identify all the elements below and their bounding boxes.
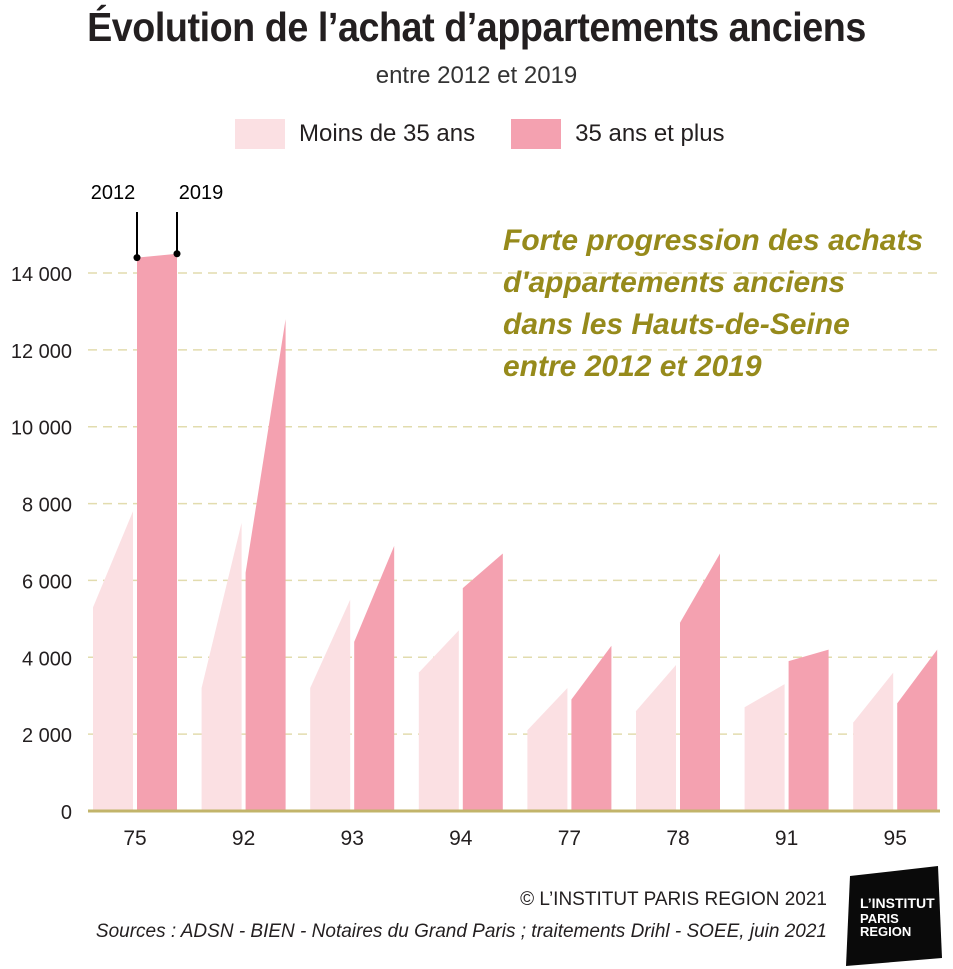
- sources-text: Sources : ADSN - BIEN - Notaires du Gran…: [95, 921, 827, 942]
- y-tick-label: 8 000: [22, 495, 72, 517]
- bar-under-35-78: [636, 664, 676, 811]
- bar-under-35-95: [853, 672, 894, 811]
- page-title: Évolution de l’achat d’appartements anci…: [87, 4, 866, 50]
- x-tick-label: 93: [341, 827, 364, 850]
- bar-35-plus-95: [897, 649, 938, 811]
- chart-legend: Moins de 35 ans 35 ans et plus: [235, 117, 761, 151]
- bar-35-plus-77: [571, 645, 612, 811]
- annotation-line: dans les Hauts-de-Seine: [503, 308, 850, 341]
- x-tick-label: 92: [232, 827, 255, 850]
- legend-item-under-35: Moins de 35 ans: [235, 119, 475, 149]
- bar-under-35-75: [93, 511, 133, 811]
- legend-swatch-under-35: [235, 119, 285, 149]
- legend-swatch-35-plus: [511, 119, 562, 149]
- year-marker-dot: [133, 254, 141, 262]
- legend-label-under-35: Moins de 35 ans: [299, 120, 476, 147]
- bar-under-35-77: [527, 688, 568, 811]
- bar-35-plus-92: [245, 319, 286, 811]
- legend-item-35-plus: 35 ans et plus: [511, 119, 725, 149]
- chart-canvas: 0 2 000 4 000 6 000 8 000 10 000 12 000 14 000 7…: [11, 182, 940, 850]
- chart-annotation: Forte progression des achats d'apparteme…: [503, 220, 943, 388]
- y-tick-label: 6 000: [22, 571, 72, 593]
- y-tick-label: 14 000: [11, 264, 72, 286]
- y-tick-label: 10 000: [11, 418, 72, 440]
- bar-under-35-91: [744, 684, 785, 811]
- x-tick-label: 94: [449, 827, 473, 850]
- bar-35-plus-75: [137, 253, 177, 812]
- x-tick-label: 78: [666, 827, 689, 850]
- bar-under-35-94: [418, 630, 459, 811]
- copyright-text: © L’INSTITUT PARIS REGION 2021: [520, 889, 827, 910]
- legend-label-35-plus: 35 ans et plus: [575, 120, 725, 147]
- year-marker-label: 2012: [91, 182, 136, 204]
- x-tick-label: 95: [884, 827, 907, 850]
- bar-under-35-92: [201, 522, 242, 811]
- logo-line-1: L’INSTITUT: [860, 895, 935, 911]
- year-marker-label: 2019: [179, 182, 224, 204]
- page-subtitle: entre 2012 et 2019: [375, 62, 578, 89]
- logo-text: L’INSTITUT PARIS REGION: [860, 895, 935, 939]
- bar-35-plus-91: [788, 649, 829, 811]
- institut-logo: [846, 866, 942, 966]
- bar-35-plus-93: [354, 545, 395, 811]
- bar-under-35-93: [310, 599, 351, 811]
- bar-35-plus-94: [462, 553, 503, 811]
- annotation-line: entre 2012 et 2019: [503, 350, 762, 383]
- year-marker-dot: [173, 250, 181, 258]
- logo-line-3: REGION: [860, 924, 912, 939]
- y-tick-label: 12 000: [11, 341, 72, 363]
- annotation-line: Forte progression des achats: [503, 224, 924, 257]
- x-tick-label: 75: [123, 827, 146, 850]
- annotation-line: d'appartements anciens: [503, 266, 846, 299]
- bar-35-plus-78: [680, 553, 720, 811]
- x-tick-label: 91: [775, 827, 798, 850]
- logo-line-2: PARIS: [860, 911, 899, 926]
- y-tick-label: 0: [61, 802, 72, 824]
- y-tick-label: 4 000: [22, 648, 72, 670]
- y-tick-label: 2 000: [22, 725, 72, 747]
- x-tick-label: 77: [558, 827, 581, 850]
